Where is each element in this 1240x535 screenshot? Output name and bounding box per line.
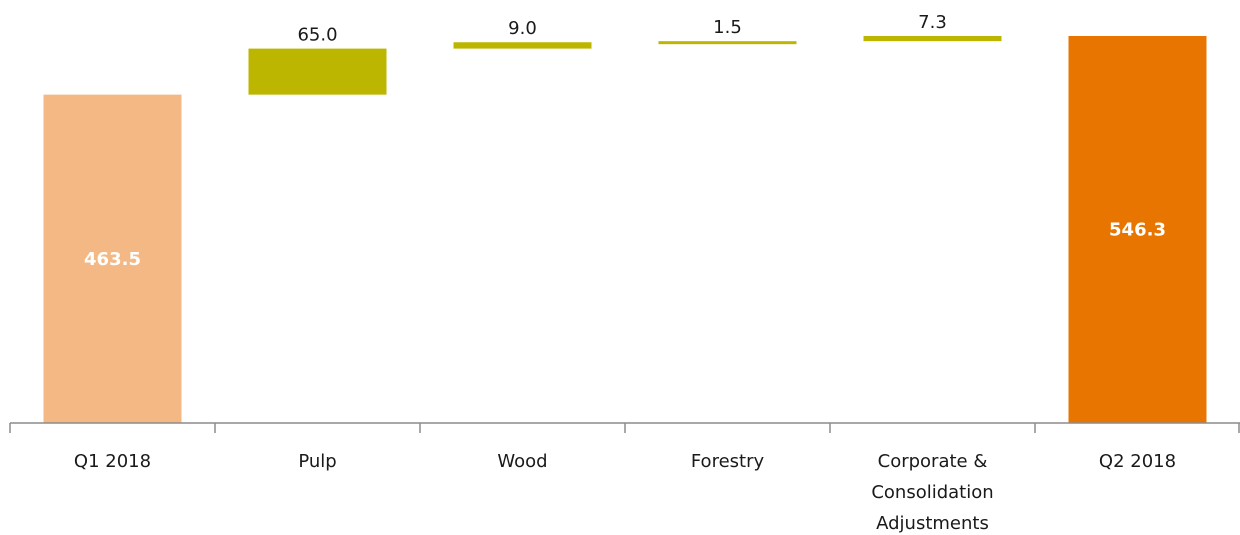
category-label-2: Pulp <box>298 451 336 472</box>
data-label-1: 463.5 <box>84 249 141 270</box>
value-labels-group: 463.5 65.0 9.0 1.5 7.3 546.3 <box>84 12 1166 270</box>
category-label-1: Q1 2018 <box>74 451 151 472</box>
data-label-3: 9.0 <box>508 18 537 39</box>
bar-2 <box>248 48 387 95</box>
category-label-6: Q2 2018 <box>1099 451 1176 472</box>
category-labels-group: Q1 2018 Pulp Wood Forestry Corporate & Consol… <box>74 451 1176 534</box>
data-label-2: 65.0 <box>297 25 337 46</box>
category-label-3: Wood <box>497 451 547 472</box>
data-label-5: 7.3 <box>918 12 947 33</box>
data-label-6: 546.3 <box>1109 220 1166 241</box>
bars-group <box>43 36 1207 423</box>
category-label-4: Forestry <box>691 451 765 472</box>
category-label-5: Corporate & Consolidation Adjustments <box>871 451 993 534</box>
data-label-4: 1.5 <box>713 17 742 38</box>
bar-4 <box>658 41 797 45</box>
bar-6 <box>1068 36 1207 423</box>
x-axis <box>9 422 1240 433</box>
bar-3 <box>453 42 592 49</box>
bar-1 <box>43 94 182 423</box>
bar-5 <box>863 36 1002 42</box>
